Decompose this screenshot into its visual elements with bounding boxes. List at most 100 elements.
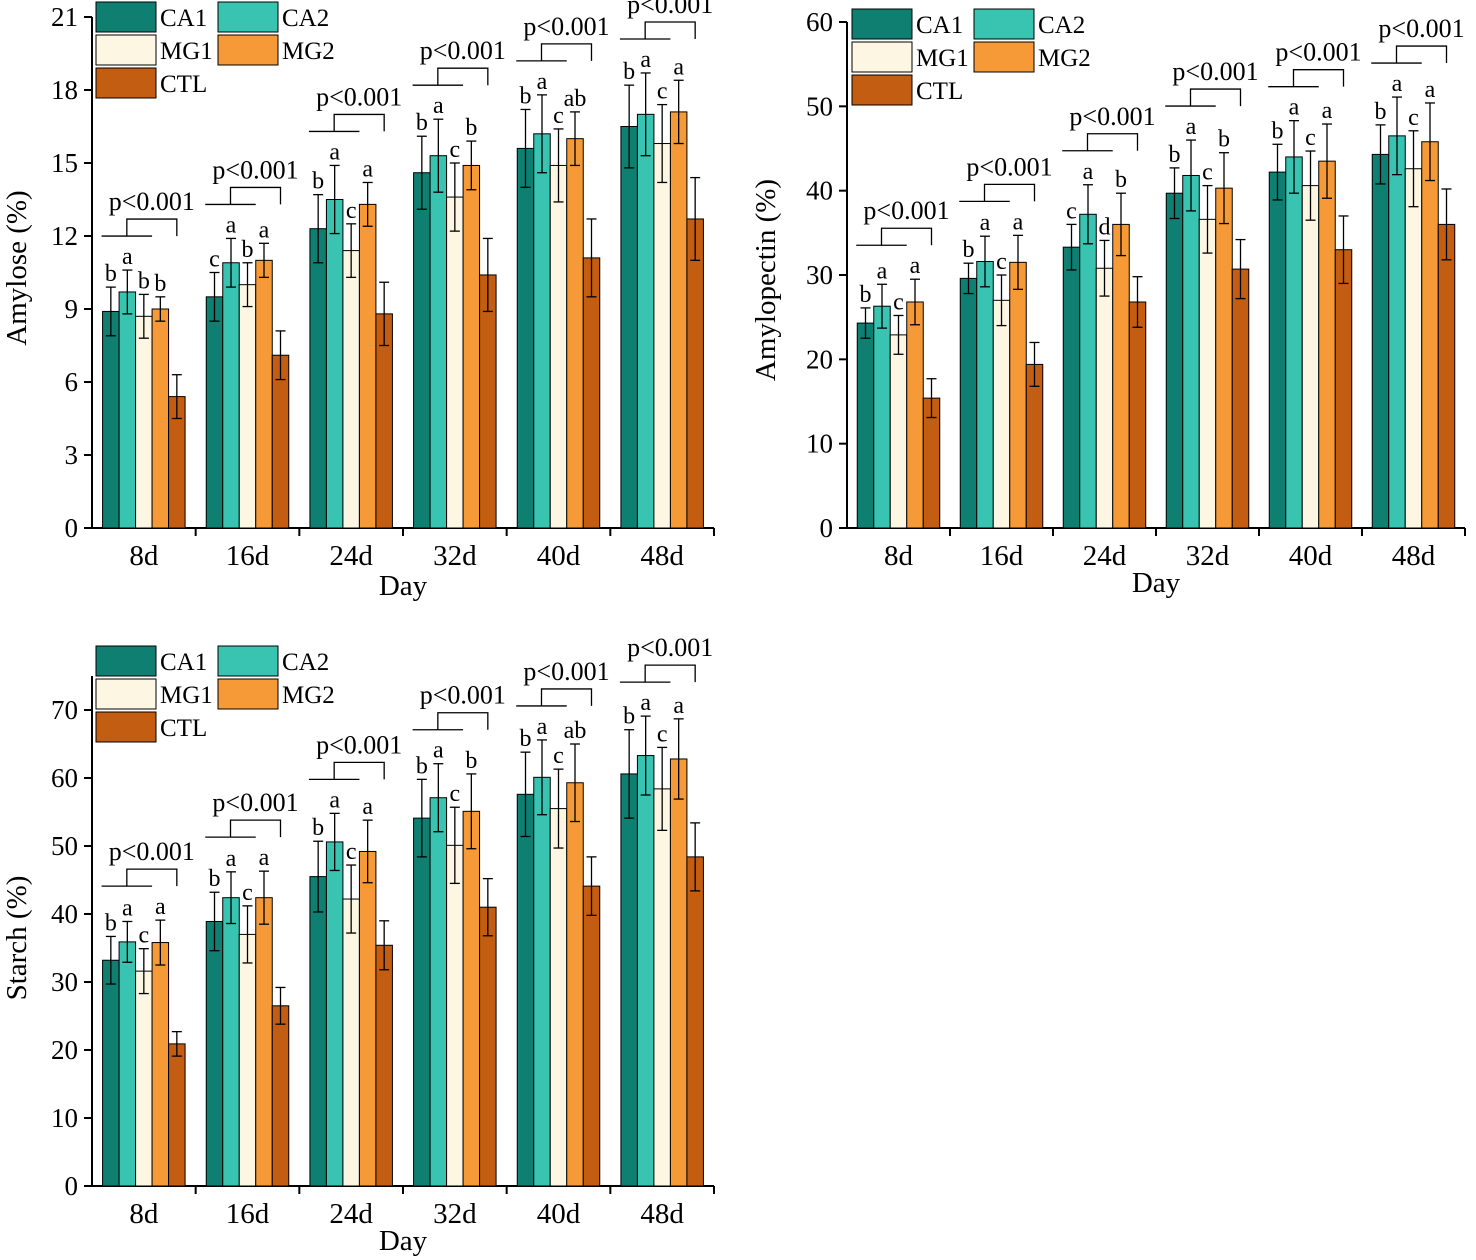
bar-MG1 xyxy=(446,196,464,529)
x-tick-label: 32d xyxy=(433,540,477,572)
x-tick-label: 40d xyxy=(537,540,581,572)
significance-letter: b xyxy=(1169,142,1181,168)
significance-letter: a xyxy=(433,93,444,119)
bar-CTL xyxy=(1334,249,1353,529)
bar-CA1 xyxy=(620,773,638,1187)
x-tick-label: 40d xyxy=(537,1198,581,1230)
y-axis-title: Amylopectin (%) xyxy=(750,179,782,381)
significance-letter: b xyxy=(105,910,117,936)
x-tick-label: 16d xyxy=(980,540,1024,572)
bar-CA2 xyxy=(636,113,655,529)
bar-CTL xyxy=(479,906,497,1187)
bracket-comparison xyxy=(437,712,489,730)
significance-letter: b xyxy=(623,704,635,730)
bar-CA1 xyxy=(620,126,638,529)
significance-letter: a xyxy=(362,794,373,820)
bar-MG2 xyxy=(462,810,481,1187)
p-value-label: p<0.001 xyxy=(966,152,1052,181)
y-tick-label: 20 xyxy=(51,1035,78,1065)
significance-letter: ab xyxy=(564,718,587,744)
bar-MG1 xyxy=(549,808,568,1187)
legend-label-CA2: CA2 xyxy=(1038,12,1085,39)
significance-letter: a xyxy=(1322,98,1333,124)
bar-MG1 xyxy=(342,250,360,529)
significance-letter: a xyxy=(877,258,888,284)
bar-CTL xyxy=(1437,223,1456,529)
bar-CA2 xyxy=(976,261,994,529)
bar-CA1 xyxy=(413,817,431,1187)
bar-CA1 xyxy=(1268,171,1287,529)
bar-MG1 xyxy=(653,143,671,529)
significance-letter: c xyxy=(139,923,150,949)
significance-letter: a xyxy=(1392,71,1403,97)
bar-CA1 xyxy=(309,228,327,529)
x-tick-label: 48d xyxy=(640,540,684,572)
legend-label-CTL: CTL xyxy=(160,715,207,742)
p-value-label: p<0.001 xyxy=(1378,14,1464,43)
bar-MG1 xyxy=(238,933,257,1187)
x-tick-label: 24d xyxy=(329,540,373,572)
bracket-comparison xyxy=(1292,69,1345,87)
legend-swatch-MG2 xyxy=(217,34,279,66)
bar-MG1 xyxy=(1301,185,1320,529)
y-tick-label: 18 xyxy=(51,75,78,105)
bar-CTL xyxy=(1231,268,1250,529)
legend-label-CA1: CA1 xyxy=(160,649,207,676)
bar-CA1 xyxy=(205,296,224,529)
significance-letter: b xyxy=(520,83,532,109)
significance-letter: b xyxy=(1375,99,1387,125)
x-tick-label: 40d xyxy=(1289,540,1333,572)
x-tick-label: 8d xyxy=(884,540,914,572)
bar-MG2 xyxy=(1112,223,1130,529)
p-value-label: p<0.001 xyxy=(316,730,402,759)
bar-CA2 xyxy=(873,305,891,529)
bar-CA2 xyxy=(1285,156,1303,529)
y-tick-label: 21 xyxy=(51,2,78,32)
p-value-label: p<0.001 xyxy=(109,187,195,216)
y-tick-label: 0 xyxy=(65,1171,79,1201)
legend-swatch-CA1 xyxy=(95,645,157,677)
bar-MG1 xyxy=(1095,267,1114,529)
y-tick-label: 6 xyxy=(65,367,79,397)
y-tick-label: 60 xyxy=(51,763,78,793)
bar-CTL xyxy=(582,257,601,529)
bar-MG2 xyxy=(255,259,273,529)
x-axis-title: Day xyxy=(379,570,428,602)
bracket-comparison xyxy=(644,21,696,39)
significance-letter: a xyxy=(1186,114,1197,140)
significance-letter: b xyxy=(312,169,324,195)
legend-swatch-CTL xyxy=(851,74,913,106)
y-tick-label: 10 xyxy=(806,429,833,459)
p-value-label: p<0.001 xyxy=(212,788,298,817)
bar-CA2 xyxy=(533,776,551,1187)
bracket-comparison xyxy=(983,183,1036,202)
significance-letter: a xyxy=(122,244,133,270)
y-tick-label: 12 xyxy=(51,221,78,251)
significance-letter: c xyxy=(346,839,357,865)
bar-CA1 xyxy=(856,322,875,529)
p-value-label: p<0.001 xyxy=(863,196,949,225)
bar-MG1 xyxy=(992,299,1011,529)
x-tick-label: 16d xyxy=(226,540,270,572)
bar-CA2 xyxy=(325,199,344,529)
bar-CA2 xyxy=(636,755,655,1187)
p-value-label: p<0.001 xyxy=(1275,38,1361,67)
bar-CA1 xyxy=(1371,153,1390,529)
significance-letter: b xyxy=(860,282,872,308)
bar-MG2 xyxy=(669,111,688,529)
bar-CTL xyxy=(1025,363,1044,529)
x-tick-label: 24d xyxy=(329,1198,373,1230)
legend-label-MG1: MG1 xyxy=(160,38,213,65)
significance-letter: ab xyxy=(564,86,587,112)
bar-CA1 xyxy=(205,920,224,1187)
significance-letter: c xyxy=(553,743,564,769)
bar-CA2 xyxy=(222,262,240,529)
bracket-comparison xyxy=(1395,45,1448,64)
bar-CA2 xyxy=(429,155,448,529)
significance-letter: a xyxy=(259,845,270,871)
bar-MG1 xyxy=(1404,168,1423,529)
bar-MG2 xyxy=(1318,160,1336,529)
